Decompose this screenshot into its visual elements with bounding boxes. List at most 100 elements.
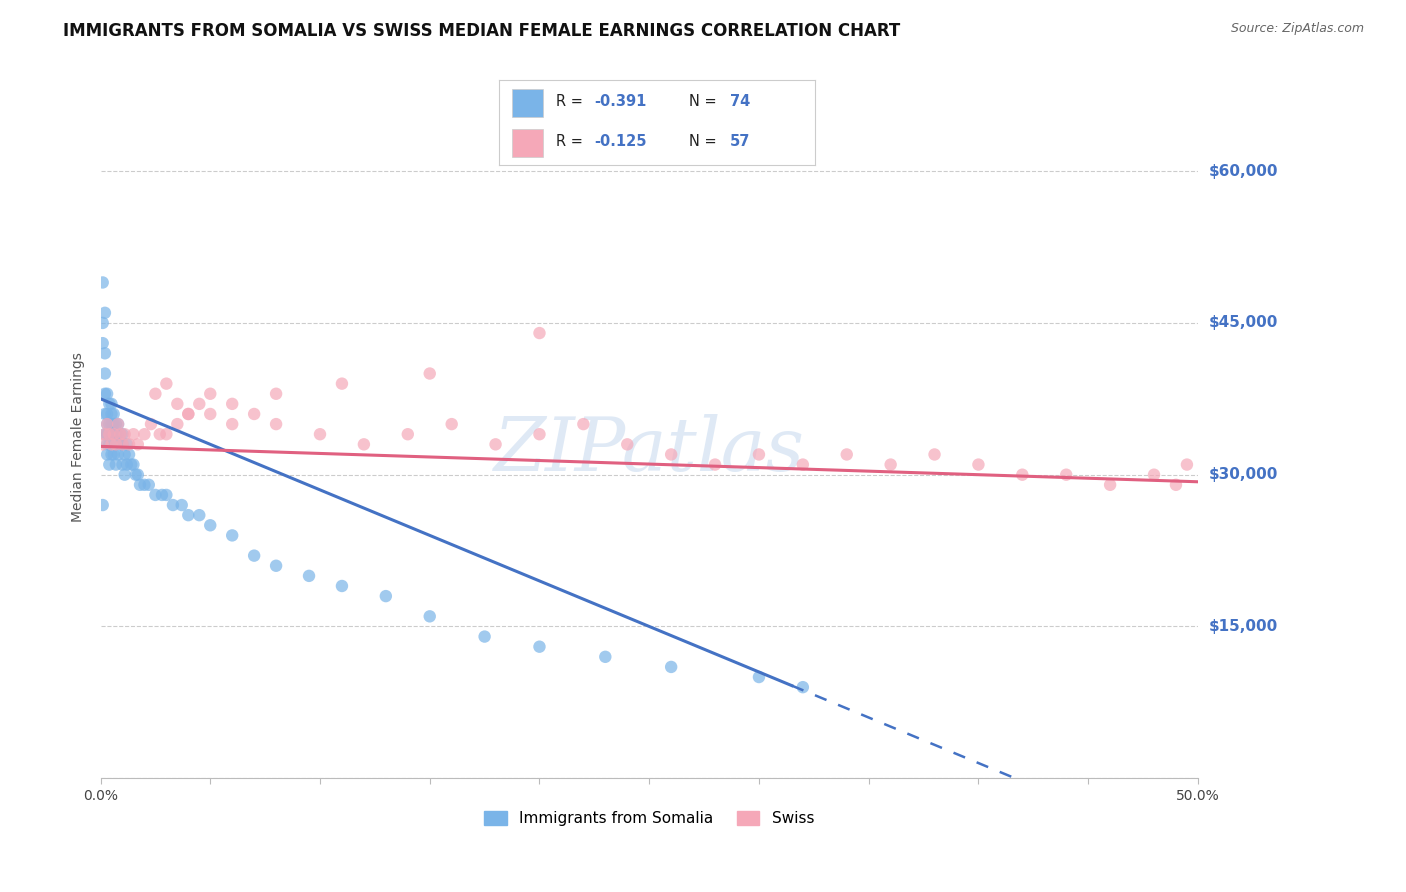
Point (94, 306, 117, 320)
Point (200, 386, 222, 401)
FancyBboxPatch shape (512, 89, 543, 117)
Point (98, 458, 121, 472)
Point (200, 518, 222, 533)
Point (96, 447, 118, 461)
Point (1175, 458, 1198, 472)
Point (107, 417, 129, 431)
Point (177, 407, 200, 421)
Point (572, 417, 595, 431)
Point (103, 427, 125, 442)
Point (659, 660, 682, 674)
Point (1099, 478, 1122, 492)
Point (100, 447, 122, 461)
Point (100, 397, 122, 411)
Text: R =: R = (557, 95, 588, 110)
Point (419, 367, 441, 381)
Point (155, 488, 177, 502)
Point (1164, 478, 1187, 492)
Point (150, 488, 173, 502)
Point (94, 346, 117, 360)
Point (94, 427, 117, 442)
Point (748, 670, 770, 684)
Point (94, 386, 117, 401)
Point (353, 437, 375, 451)
Text: N =: N = (689, 134, 721, 149)
Point (145, 386, 167, 401)
Point (155, 376, 177, 391)
Point (243, 549, 266, 563)
Point (100, 437, 122, 451)
Point (166, 417, 188, 431)
Point (138, 478, 160, 492)
Point (98, 427, 121, 442)
Point (396, 427, 419, 442)
Point (835, 447, 858, 461)
Point (134, 427, 156, 442)
Legend: Immigrants from Somalia, Swiss: Immigrants from Somalia, Swiss (478, 805, 820, 832)
Point (98, 397, 121, 411)
Point (111, 427, 134, 442)
Text: $15,000: $15,000 (1209, 619, 1278, 634)
Text: -0.125: -0.125 (593, 134, 647, 149)
Point (595, 649, 617, 664)
Point (104, 417, 127, 431)
Point (107, 427, 129, 442)
Point (114, 467, 136, 482)
Point (115, 458, 138, 472)
Point (200, 407, 222, 421)
Point (96, 427, 118, 442)
Point (107, 447, 129, 461)
Point (104, 458, 127, 472)
Point (440, 417, 463, 431)
Point (748, 447, 770, 461)
Y-axis label: Median Female Earnings: Median Female Earnings (72, 351, 86, 522)
Text: ZIPatlas: ZIPatlas (494, 414, 804, 487)
Point (264, 558, 287, 573)
Point (114, 447, 136, 461)
Point (115, 437, 138, 451)
Point (118, 447, 141, 461)
Point (529, 427, 551, 442)
Point (91, 276, 114, 290)
Point (419, 609, 441, 624)
Point (127, 437, 149, 451)
Point (924, 447, 946, 461)
Point (98, 437, 121, 451)
Text: Source: ZipAtlas.com: Source: ZipAtlas.com (1230, 22, 1364, 36)
Point (120, 458, 142, 472)
Point (100, 417, 122, 431)
Point (264, 417, 287, 431)
Point (91, 437, 114, 451)
Point (100, 427, 122, 442)
Text: N =: N = (689, 95, 721, 110)
Point (107, 417, 129, 431)
Point (879, 458, 901, 472)
Point (111, 437, 134, 451)
Point (243, 407, 266, 421)
Point (96, 407, 118, 421)
Point (188, 508, 211, 523)
Point (103, 417, 125, 431)
Point (103, 427, 125, 442)
Point (162, 498, 184, 512)
Point (139, 417, 162, 431)
Point (1011, 467, 1033, 482)
Text: IMMIGRANTS FROM SOMALIA VS SWISS MEDIAN FEMALE EARNINGS CORRELATION CHART: IMMIGRANTS FROM SOMALIA VS SWISS MEDIAN … (63, 22, 900, 40)
Point (94, 407, 117, 421)
Point (96, 417, 118, 431)
Point (149, 427, 172, 442)
Point (127, 467, 149, 482)
Text: -0.391: -0.391 (593, 95, 647, 110)
Point (96, 437, 118, 451)
Text: $60,000: $60,000 (1209, 163, 1278, 178)
Point (188, 397, 211, 411)
Point (96, 386, 118, 401)
Point (100, 407, 122, 421)
Point (103, 407, 125, 421)
Point (177, 508, 200, 523)
Point (122, 427, 145, 442)
Point (110, 427, 132, 442)
Point (129, 478, 152, 492)
Point (98, 417, 121, 431)
Point (91, 316, 114, 330)
